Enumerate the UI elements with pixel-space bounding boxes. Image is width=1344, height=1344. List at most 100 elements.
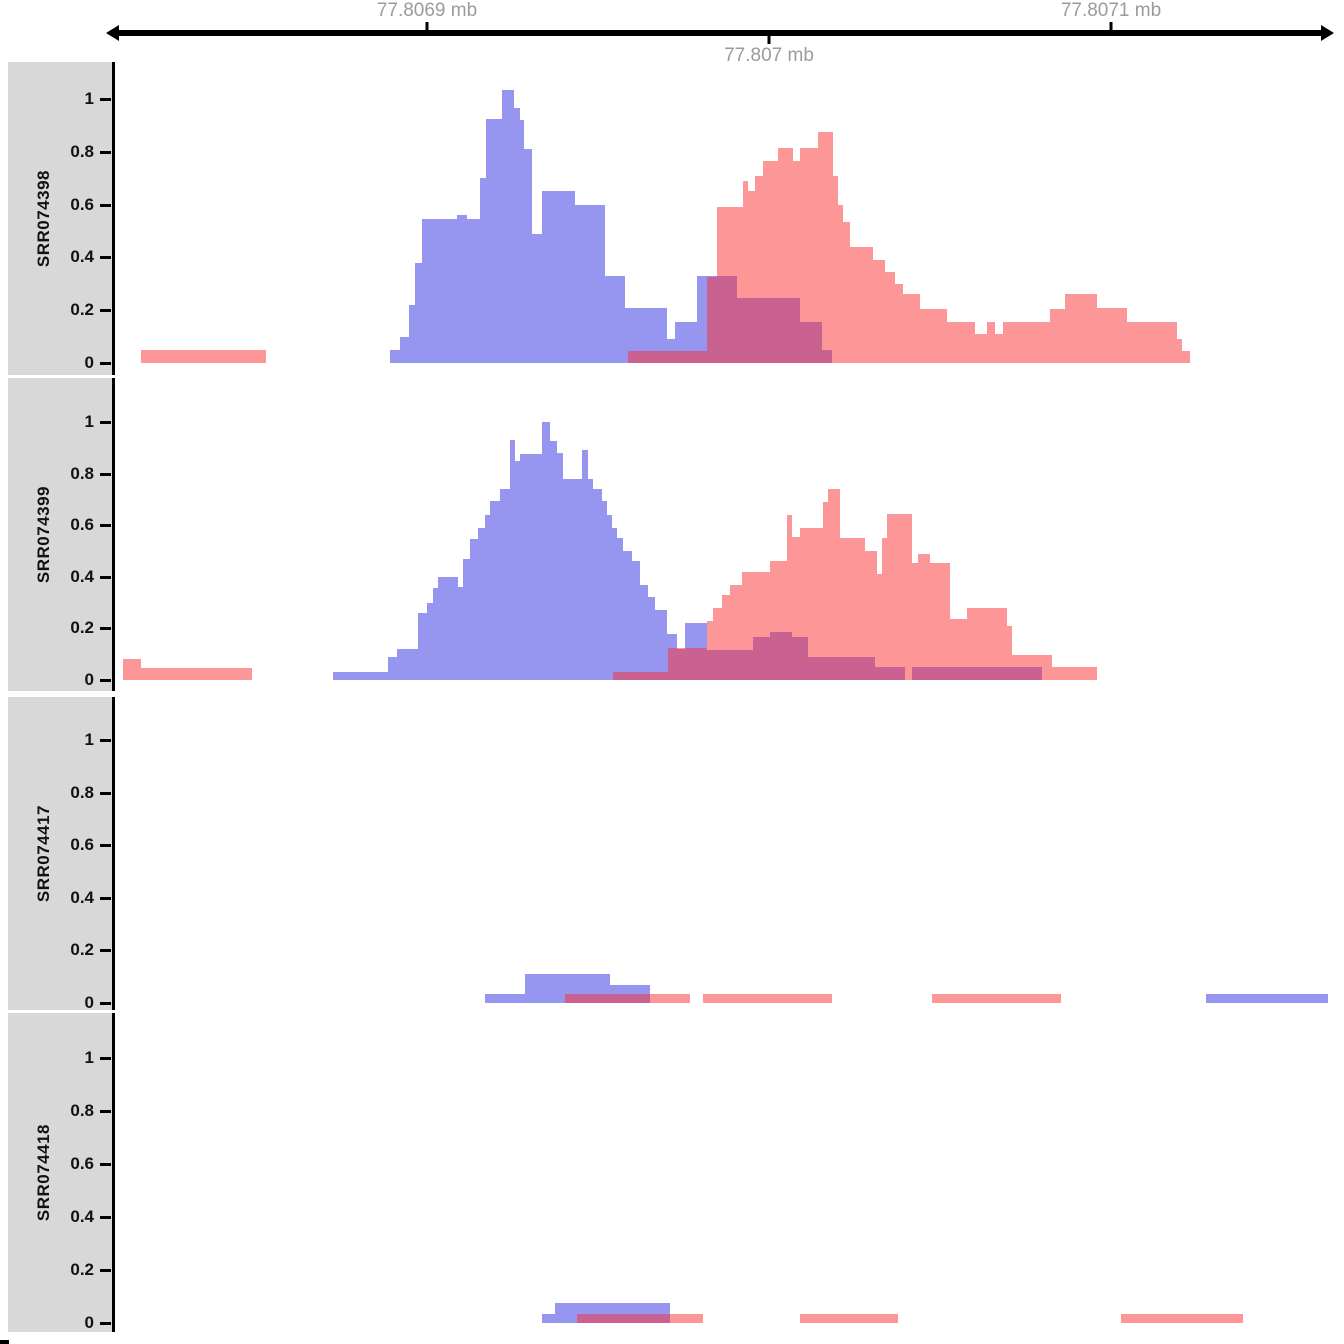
y-axis-tick <box>100 472 111 476</box>
coverage-bar-blue <box>409 305 415 363</box>
coverage-bar-blue <box>655 610 667 680</box>
coverage-bar-red <box>800 528 823 680</box>
y-axis-tick <box>100 1163 111 1166</box>
coverage-bar-red <box>850 247 873 363</box>
genome-axis-tick <box>767 36 771 44</box>
coverage-bar-red <box>800 1314 898 1323</box>
y-axis-tick-label: 1 <box>84 1048 94 1067</box>
genome-axis-arrow-left-icon <box>106 25 119 41</box>
genome-axis-tick-label: 77.8071 mb <box>1060 0 1162 21</box>
y-axis-tick-label: 0.4 <box>70 566 94 586</box>
coverage-bar-red <box>1065 294 1097 363</box>
coverage-bar-red <box>628 351 707 363</box>
coverage-bar-blue <box>333 672 388 680</box>
coverage-bar-blue <box>524 149 532 363</box>
coverage-bar-blue <box>470 539 478 680</box>
y-axis-tick-label: 0.6 <box>70 1154 94 1173</box>
coverage-bar-red <box>1127 322 1177 363</box>
y-axis-tick <box>100 575 111 579</box>
coverage-bar-blue <box>632 561 640 680</box>
coverage-bar-red <box>763 161 778 363</box>
y-axis-tick-label: 0.2 <box>70 1260 94 1279</box>
coverage-bar-red <box>833 176 838 363</box>
coverage-bar-red <box>843 222 850 363</box>
y-axis-tick-label: 0.4 <box>70 247 94 267</box>
coverage-bar-red <box>947 322 975 363</box>
coverage-bar-blue <box>422 219 457 363</box>
y-axis-tick-label: 0 <box>84 670 94 689</box>
coverage-bar-blue <box>605 276 625 363</box>
coverage-bar-red <box>838 205 843 363</box>
coverage-bar-red <box>748 191 755 363</box>
y-axis-tick <box>100 949 111 953</box>
y-axis-tick <box>100 844 111 848</box>
coverage-bar-red <box>920 309 947 363</box>
coverage-bar-red <box>950 619 967 680</box>
y-axis-tick-label: 0.2 <box>70 300 94 320</box>
coverage-bar-blue <box>438 577 458 680</box>
coverage-bar-red <box>755 176 763 363</box>
coverage-bar-red <box>707 621 713 680</box>
y-axis-tick <box>100 739 111 742</box>
coverage-bar-blue <box>490 501 500 680</box>
coverage-bar-red <box>742 572 770 680</box>
coverage-bar-blue <box>457 215 467 363</box>
coverage-bar-blue <box>467 219 480 363</box>
coverage-bar-blue <box>390 350 400 363</box>
coverage-bar-red <box>1121 1314 1243 1323</box>
coverage-bar-red <box>930 563 950 680</box>
coverage-bar-blue <box>485 994 525 1003</box>
coverage-bar-red <box>903 294 920 363</box>
y-axis-tick-label: 1 <box>84 412 94 431</box>
coverage-bar-red <box>967 608 1007 680</box>
coverage-bar-red <box>141 668 252 680</box>
coverage-bar-blue <box>514 108 520 363</box>
coverage-bar-blue <box>500 489 510 680</box>
track-sidebar: SRR074418 <box>8 1013 115 1332</box>
coverage-bar-red <box>1182 351 1190 363</box>
coverage-bar-red <box>873 260 885 363</box>
coverage-bar-blue <box>480 178 486 363</box>
coverage-bar-blue <box>532 234 542 363</box>
y-axis-tick-label: 0.2 <box>70 940 94 960</box>
coverage-bar-red <box>717 207 743 363</box>
coverage-bar-red <box>1050 309 1065 363</box>
coverage-bar-red <box>770 561 787 680</box>
coverage-bar-blue <box>397 649 418 680</box>
coverage-bar-blue <box>563 479 582 680</box>
coverage-bar-blue <box>623 551 632 680</box>
coverage-bar-red <box>1007 626 1012 680</box>
coverage-bar-red <box>1003 322 1050 363</box>
coverage-bar-blue <box>427 603 433 680</box>
y-axis-tick-label: 0 <box>84 353 94 372</box>
coverage-bar-blue <box>575 205 605 363</box>
coverage-bar-red <box>895 284 903 363</box>
coverage-bar-red <box>1052 667 1097 680</box>
y-axis-tick-label: 0.4 <box>70 887 94 907</box>
y-axis-tick-label: 0.6 <box>70 194 94 214</box>
coverage-bar-blue <box>485 515 490 680</box>
y-axis-tick <box>100 1322 111 1325</box>
coverage-bar-blue <box>458 587 463 680</box>
y-axis-tick <box>100 150 111 154</box>
coverage-bar-red <box>787 515 792 680</box>
coverage-bar-blue <box>415 263 422 363</box>
genome-axis-tick-label: 77.8069 mb <box>376 0 478 21</box>
coverage-bar-blue <box>463 559 470 680</box>
coverage-bar-red <box>730 585 742 680</box>
y-axis-tick <box>100 791 111 795</box>
y-axis-tick <box>100 679 111 682</box>
y-axis-tick-label: 0.6 <box>70 515 94 535</box>
y-axis-tick-label: 0 <box>84 1313 94 1332</box>
coverage-bar-red <box>123 659 141 680</box>
coverage-bar-red <box>792 537 800 680</box>
coverage-bar-red <box>887 514 912 680</box>
coverage-bar-blue <box>593 489 602 680</box>
coverage-bar-blue <box>640 585 648 680</box>
y-axis-tick-label: 0 <box>84 993 94 1012</box>
genome-axis-tick <box>1109 22 1113 30</box>
coverage-bar-red <box>818 132 833 363</box>
y-axis-tick-label: 0.8 <box>70 1101 94 1120</box>
y-axis-tick <box>100 362 111 365</box>
coverage-bar-blue <box>602 501 607 680</box>
